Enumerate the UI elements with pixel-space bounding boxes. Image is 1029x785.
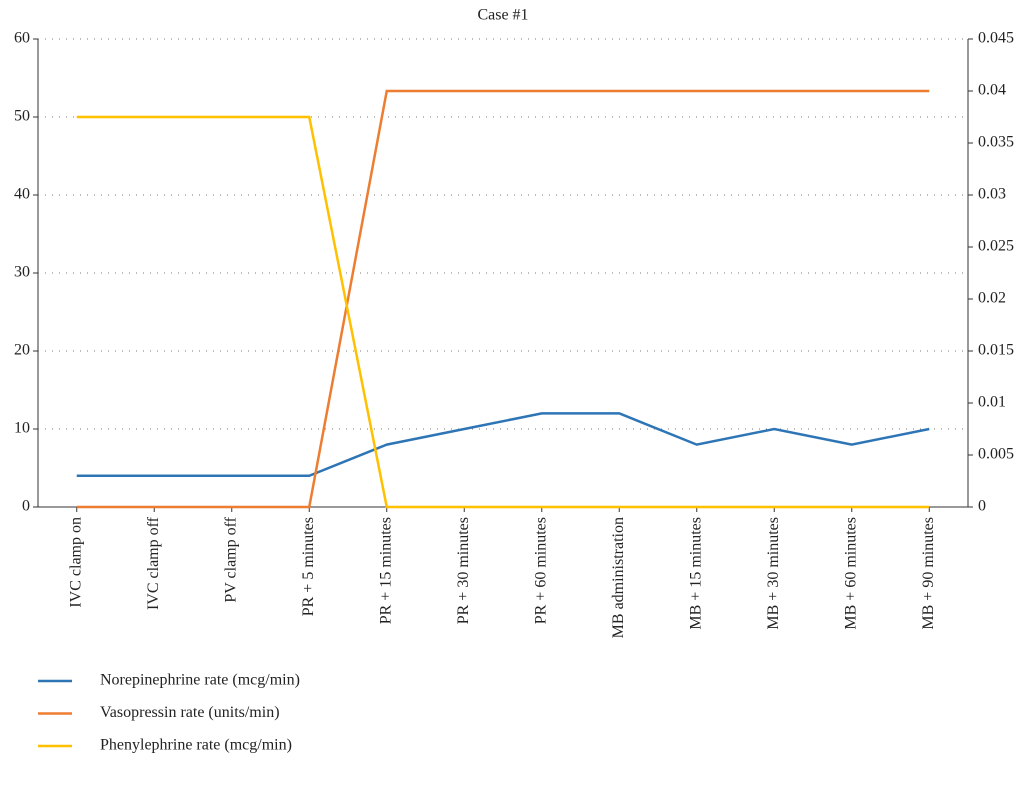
series-line: [76, 115, 930, 509]
y2-tick-label: 0: [978, 498, 986, 515]
x-tick-label: PR + 15 minutes: [377, 517, 394, 624]
y2-tick-label: 0.01: [978, 394, 1006, 411]
x-tick-label: IVC clamp off: [145, 516, 162, 610]
y2-tick-label: 0.04: [978, 82, 1006, 99]
y-tick-label: 60: [14, 30, 30, 47]
y-tick-label: 30: [14, 264, 30, 281]
y2-tick-label: 0.005: [978, 446, 1014, 463]
x-tick-label: PR + 30 minutes: [455, 517, 472, 624]
y2-tick-label: 0.025: [978, 238, 1014, 255]
series-line: [76, 89, 930, 509]
y-tick-label: 0: [22, 498, 30, 515]
x-tick-label: IVC clamp on: [67, 517, 84, 608]
chart-title: Case #1: [477, 7, 528, 24]
x-tick-label: MB + 60 minutes: [842, 517, 859, 630]
x-tick-label: PR + 60 minutes: [532, 517, 549, 624]
x-tick-label: MB + 90 minutes: [920, 517, 937, 630]
legend-label: Norepinephrine rate (mcg/min): [100, 672, 300, 689]
x-tick-label: MB administration: [610, 517, 627, 638]
y2-tick-label: 0.02: [978, 290, 1006, 307]
legend-label: Phenylephrine rate (mcg/min): [100, 737, 292, 754]
y2-tick-label: 0.035: [978, 134, 1014, 151]
y-tick-label: 50: [14, 108, 30, 125]
x-tick-label: PR + 5 minutes: [300, 517, 317, 616]
y2-tick-label: 0.015: [978, 342, 1014, 359]
series-line: [76, 412, 930, 478]
y-tick-label: 10: [14, 420, 30, 437]
y-tick-label: 20: [14, 342, 30, 359]
y2-tick-label: 0.045: [978, 30, 1014, 47]
legend-label: Vasopressin rate (units/min): [100, 704, 280, 721]
x-tick-label: MB + 30 minutes: [765, 517, 782, 630]
y-tick-label: 40: [14, 186, 30, 203]
x-tick-label: PV clamp off: [222, 516, 239, 602]
x-tick-label: MB + 15 minutes: [687, 517, 704, 630]
y2-tick-label: 0.03: [978, 186, 1006, 203]
